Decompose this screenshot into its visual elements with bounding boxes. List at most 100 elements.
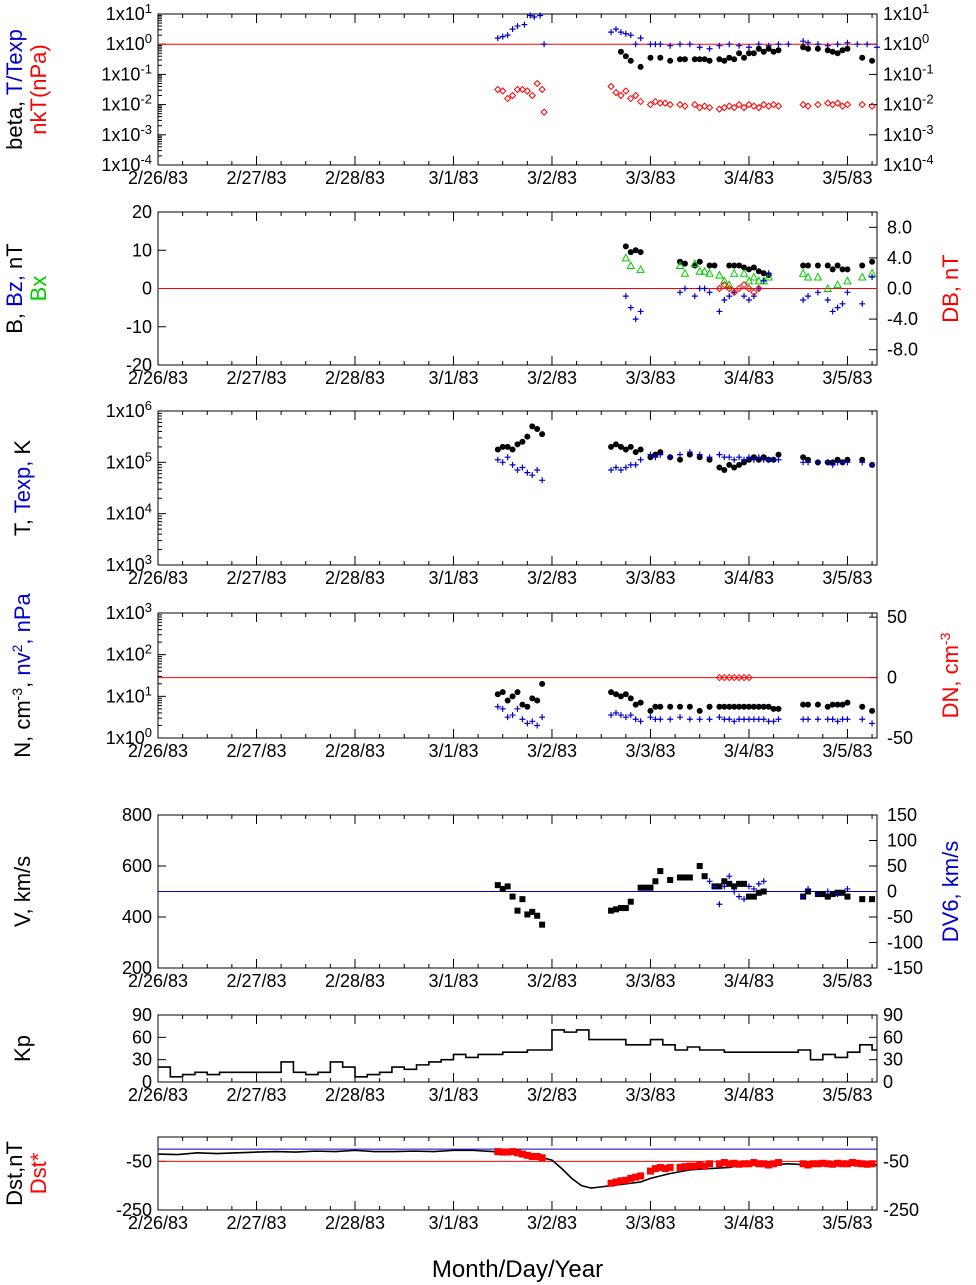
panel-beta-point bbox=[661, 99, 669, 107]
panel-n-rlabel-part-1: -3 bbox=[937, 632, 953, 645]
panel-dst-point bbox=[819, 1159, 827, 1167]
panel-b-point bbox=[824, 262, 831, 269]
panel-dst-point bbox=[528, 1152, 536, 1160]
panel-b-point bbox=[829, 308, 836, 315]
panel-beta-xtick-label: 2/26/83 bbox=[128, 168, 188, 188]
panel-b-point bbox=[627, 304, 634, 311]
panel-v-point bbox=[819, 891, 826, 898]
panel-n-point bbox=[686, 716, 693, 723]
panel-t-point bbox=[696, 451, 703, 458]
panel-beta-point bbox=[864, 41, 871, 48]
panel-beta-point bbox=[503, 94, 512, 103]
panel-beta-point bbox=[740, 103, 748, 112]
panel-beta-rtick-label: 1x10-1 bbox=[883, 61, 934, 85]
panel-b-point bbox=[695, 266, 705, 275]
panel-dst-point bbox=[646, 1167, 654, 1175]
panel-n-point bbox=[514, 689, 521, 696]
panel-beta-point bbox=[731, 56, 738, 63]
panel-beta-ytick-label: 1x10-3 bbox=[101, 121, 152, 145]
panel-beta-point bbox=[696, 44, 703, 51]
panel-beta-point bbox=[540, 108, 548, 116]
panel-beta-ylabel2-part-0: nkT(nPa) bbox=[26, 44, 51, 134]
panel-beta-xtick-label: 2/28/83 bbox=[325, 168, 385, 188]
panel-t-ytick-exp: 3 bbox=[145, 552, 152, 567]
panel-n-point bbox=[859, 703, 866, 710]
panel-b-point bbox=[691, 293, 698, 300]
panel-b-point bbox=[730, 288, 738, 297]
panel-beta-point bbox=[814, 100, 822, 109]
panel-v-point bbox=[824, 888, 831, 895]
panel-dst-point bbox=[637, 1172, 645, 1180]
panel-v-point bbox=[612, 906, 619, 913]
panel-t-point bbox=[677, 456, 684, 463]
panel-n-point bbox=[652, 703, 659, 710]
panel-beta-point bbox=[499, 33, 506, 40]
panel-t-point bbox=[519, 438, 526, 445]
panel-beta-point bbox=[844, 45, 851, 52]
panel-n-point bbox=[632, 716, 639, 723]
panel-t-point bbox=[499, 443, 506, 450]
panel-t-point bbox=[775, 456, 782, 463]
panel-beta-point bbox=[736, 50, 743, 57]
panel-n-point bbox=[499, 689, 506, 696]
panel-b-point bbox=[715, 270, 724, 279]
panel-t-point bbox=[829, 461, 836, 468]
panel-n-xtick-label: 3/1/83 bbox=[428, 741, 478, 761]
panel-t-point bbox=[731, 464, 738, 471]
panel-kp-xtick-label: 3/3/83 bbox=[625, 1085, 675, 1105]
panel-t-point bbox=[859, 459, 866, 466]
panel-b-point bbox=[843, 276, 852, 285]
panel-v-point bbox=[667, 877, 674, 884]
panel-t-point bbox=[632, 449, 639, 456]
panel-n-rtick-label: -50 bbox=[887, 728, 913, 748]
panel-beta-point bbox=[637, 63, 644, 70]
panel-v-rtick-label: 50 bbox=[887, 856, 907, 876]
panel-t-xtick-label: 2/28/83 bbox=[325, 568, 385, 588]
panel-t-point bbox=[637, 446, 644, 453]
panel-v-xtick-label: 2/26/83 bbox=[128, 971, 188, 991]
panel-dst-point bbox=[755, 1160, 763, 1168]
panel-t-point bbox=[494, 456, 501, 463]
panel-dst-xtick-label: 3/1/83 bbox=[428, 1213, 478, 1233]
panel-n-series-1 bbox=[494, 703, 876, 729]
panel-beta-ytick-exp: -1 bbox=[140, 61, 152, 76]
panel-dst-point bbox=[499, 1148, 507, 1156]
panel-b-point bbox=[750, 293, 757, 300]
panel-beta-rtick-exp: -2 bbox=[922, 91, 934, 106]
panel-n-point bbox=[844, 716, 851, 723]
panel-v-point bbox=[750, 885, 757, 892]
panel-beta-point bbox=[632, 41, 639, 48]
panel-t-xtick-label: 3/5/83 bbox=[822, 568, 872, 588]
panel-beta-point bbox=[651, 97, 660, 106]
panel-kp-frame bbox=[157, 1014, 878, 1083]
panel-b-point bbox=[839, 300, 846, 307]
panel-n-ylabel-part-5: , nPa bbox=[10, 592, 35, 644]
panel-beta-xtick-label: 3/1/83 bbox=[428, 168, 478, 188]
panel-v-rtick-label: 0 bbox=[887, 882, 897, 902]
panel-v-point bbox=[637, 884, 644, 891]
panel-dst-point bbox=[509, 1148, 517, 1156]
panel-n-frame bbox=[157, 612, 878, 739]
panel-n-ylabel: N, cm-3, nv2, nPa bbox=[9, 592, 35, 757]
panel-t-point bbox=[755, 454, 762, 461]
panel-dst-ytick-label: -50 bbox=[126, 1151, 152, 1171]
panel-beta-point bbox=[636, 97, 645, 106]
panel-dst-ylabel2-part-0: Dst* bbox=[26, 1152, 51, 1194]
panel-n-point bbox=[524, 720, 531, 727]
panel-t-point bbox=[534, 425, 541, 432]
panel-t-point bbox=[745, 454, 752, 461]
panel-b-point bbox=[705, 268, 714, 277]
panel-beta: 2/26/83 2/27/83 2/28/83 3/1/83 3/2/83 3/3/83 3… bbox=[2, 1, 934, 189]
panel-v-point bbox=[622, 905, 629, 912]
panel-beta-point bbox=[528, 91, 536, 100]
panel-t-point bbox=[504, 454, 511, 461]
panel-beta-point bbox=[622, 87, 630, 95]
panel-n-point bbox=[731, 718, 738, 725]
panel-v-rlabel-part-0: DV6, km/s bbox=[938, 841, 963, 942]
panel-t-ytick-exp: 6 bbox=[145, 398, 152, 413]
panel-v-point bbox=[736, 893, 743, 900]
panel-b-point bbox=[834, 304, 841, 311]
panel-b-rlabel-part-0: DB, nT bbox=[938, 254, 963, 322]
panel-b-xtick-label: 2/28/83 bbox=[325, 368, 385, 388]
